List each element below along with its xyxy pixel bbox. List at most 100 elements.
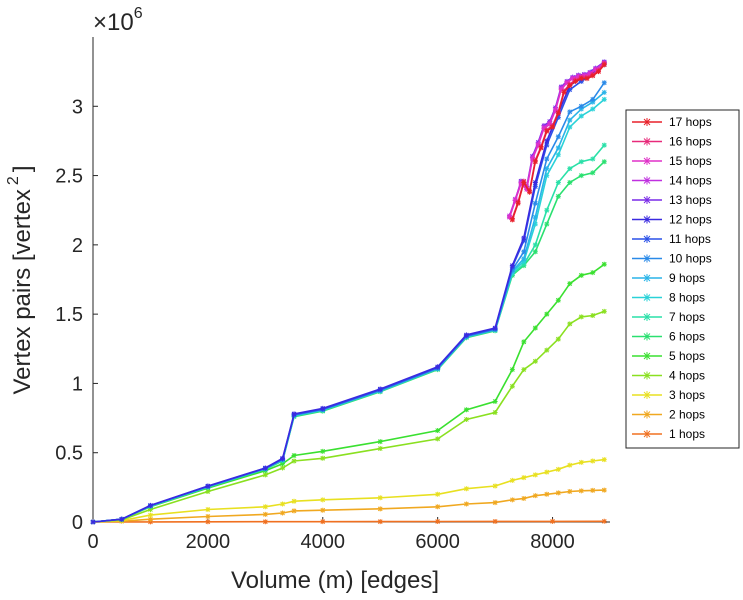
legend-marker bbox=[643, 391, 651, 399]
data-point bbox=[527, 189, 533, 195]
data-point bbox=[435, 504, 441, 510]
legend-box bbox=[625, 109, 740, 449]
y-tick-label: 2.5 bbox=[55, 166, 83, 188]
data-point bbox=[521, 258, 527, 264]
y-tick-label: 2 bbox=[72, 235, 83, 257]
data-point bbox=[578, 78, 584, 84]
data-point bbox=[550, 518, 556, 524]
data-point bbox=[590, 458, 596, 464]
data-point bbox=[544, 491, 550, 497]
data-point bbox=[90, 519, 96, 525]
series-17-hops bbox=[509, 62, 607, 223]
data-point bbox=[147, 502, 153, 508]
data-point bbox=[555, 152, 561, 158]
data-point bbox=[509, 497, 515, 503]
legend-label: 9 hops bbox=[669, 271, 705, 285]
data-point bbox=[558, 87, 564, 93]
data-point bbox=[532, 180, 538, 185]
data-point bbox=[555, 490, 561, 496]
legend-marker bbox=[643, 313, 651, 321]
data-point bbox=[564, 80, 570, 86]
data-point bbox=[590, 73, 596, 79]
data-point bbox=[578, 76, 584, 82]
data-point bbox=[541, 125, 547, 131]
data-point bbox=[320, 448, 326, 454]
data-point bbox=[435, 436, 441, 442]
data-point bbox=[544, 166, 550, 172]
data-point bbox=[578, 459, 584, 465]
data-point bbox=[463, 416, 469, 422]
data-point bbox=[506, 214, 512, 220]
y-tick-label: 0 bbox=[72, 512, 83, 534]
legend-item: 5 hops bbox=[632, 349, 705, 363]
legend-label: 2 hops bbox=[669, 408, 705, 422]
data-point bbox=[521, 235, 527, 241]
data-point bbox=[320, 519, 326, 525]
data-point bbox=[555, 134, 561, 140]
data-point bbox=[492, 483, 498, 489]
data-point bbox=[555, 145, 561, 151]
legend-label: 4 hops bbox=[669, 369, 705, 383]
legend-marker bbox=[643, 215, 651, 224]
data-point bbox=[590, 156, 596, 162]
series-line bbox=[92, 520, 605, 523]
data-point bbox=[291, 508, 297, 514]
legend-item: 16 hops bbox=[632, 135, 712, 149]
legend-marker bbox=[643, 293, 651, 302]
data-point bbox=[521, 256, 527, 262]
legend-marker bbox=[643, 274, 651, 282]
data-point bbox=[547, 121, 553, 127]
data-point bbox=[320, 507, 326, 513]
data-point bbox=[492, 518, 498, 524]
y-axis-label-group: Vertex pairs [vertex 2] bbox=[5, 166, 36, 395]
data-point bbox=[535, 142, 541, 148]
data-point bbox=[377, 439, 383, 445]
data-point bbox=[555, 114, 561, 120]
data-point bbox=[601, 308, 607, 314]
data-point bbox=[262, 504, 268, 510]
data-point bbox=[280, 501, 286, 507]
data-point bbox=[578, 106, 584, 112]
legend-item: 3 hops bbox=[632, 388, 705, 402]
data-point bbox=[147, 516, 153, 522]
legend-label: 11 hops bbox=[669, 232, 711, 246]
data-point bbox=[601, 159, 607, 165]
data-point bbox=[205, 489, 211, 495]
data-point bbox=[320, 497, 326, 503]
data-point bbox=[567, 124, 573, 130]
data-point bbox=[435, 491, 441, 497]
data-point bbox=[544, 128, 550, 134]
legend-item: 1 hops bbox=[632, 427, 705, 441]
legend-marker bbox=[643, 332, 651, 341]
legend-label: 17 hops bbox=[669, 115, 712, 129]
legend-item: 13 hops bbox=[632, 193, 712, 207]
data-point bbox=[578, 159, 584, 165]
data-point bbox=[521, 495, 527, 501]
data-point bbox=[509, 217, 515, 223]
data-point bbox=[578, 113, 584, 119]
legend-marker bbox=[643, 352, 651, 360]
legend-label: 1 hops bbox=[669, 427, 705, 441]
data-point bbox=[578, 173, 584, 179]
data-point bbox=[555, 466, 561, 472]
y-exponent-label: ×106 bbox=[93, 5, 143, 36]
data-point bbox=[377, 495, 383, 501]
data-point bbox=[587, 71, 593, 77]
data-point bbox=[567, 117, 573, 123]
data-point bbox=[291, 452, 297, 458]
data-point bbox=[570, 76, 576, 82]
x-tick-label: 6000 bbox=[415, 531, 460, 553]
data-point bbox=[590, 487, 596, 493]
data-point bbox=[578, 272, 584, 278]
legend-label: 8 hops bbox=[669, 291, 705, 305]
data-point bbox=[590, 170, 596, 176]
data-point bbox=[596, 69, 602, 75]
legend-label: 13 hops bbox=[669, 193, 712, 207]
data-point bbox=[147, 519, 153, 525]
data-point bbox=[320, 405, 326, 411]
data-point bbox=[573, 78, 579, 84]
data-point bbox=[532, 221, 538, 227]
data-point bbox=[555, 180, 561, 185]
data-point bbox=[377, 519, 383, 525]
legend-label: 3 hops bbox=[669, 388, 705, 402]
